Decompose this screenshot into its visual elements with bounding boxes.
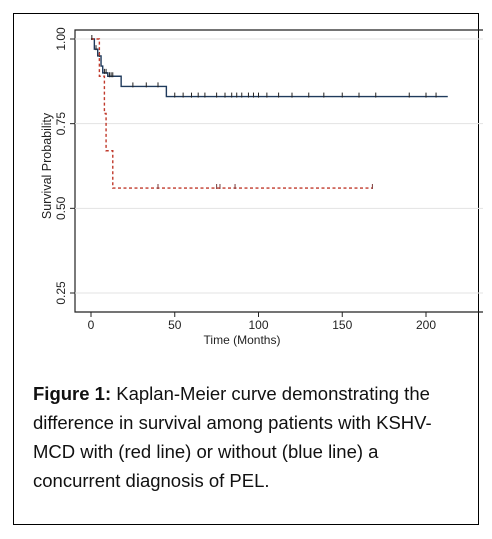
figure-caption: Figure 1: Kaplan-Meier curve demonstrati… xyxy=(33,379,463,495)
x-tick-label: 100 xyxy=(248,318,268,332)
y-axis-label: Survival Probability xyxy=(40,112,54,219)
plot-area: 0.25 0.50 0.75 1.00 0 50 100 150 200 xyxy=(54,27,483,332)
figure-frame xyxy=(13,13,479,525)
x-axis-label: Time (Months) xyxy=(204,333,281,347)
y-tick-label: 1.00 xyxy=(54,27,68,51)
y-tick-label: 0.75 xyxy=(54,112,68,136)
x-tick-label: 50 xyxy=(168,318,182,332)
survival-curve-without-pel xyxy=(91,38,448,98)
caption-label: Figure 1: xyxy=(33,383,112,404)
plot-border xyxy=(74,29,483,313)
x-tick-label: 0 xyxy=(88,318,95,332)
km-chart: 0.25 0.50 0.75 1.00 0 50 100 150 200 Survival Pr… xyxy=(40,27,483,347)
caption-text: Kaplan-Meier curve demonstrating the dif… xyxy=(33,383,432,491)
x-tick-label: 200 xyxy=(416,318,436,332)
y-tick-label: 0.25 xyxy=(54,281,68,305)
y-tick-label: 0.50 xyxy=(54,196,68,220)
x-tick-label: 150 xyxy=(332,318,352,332)
survival-curve-with-pel xyxy=(91,38,373,189)
